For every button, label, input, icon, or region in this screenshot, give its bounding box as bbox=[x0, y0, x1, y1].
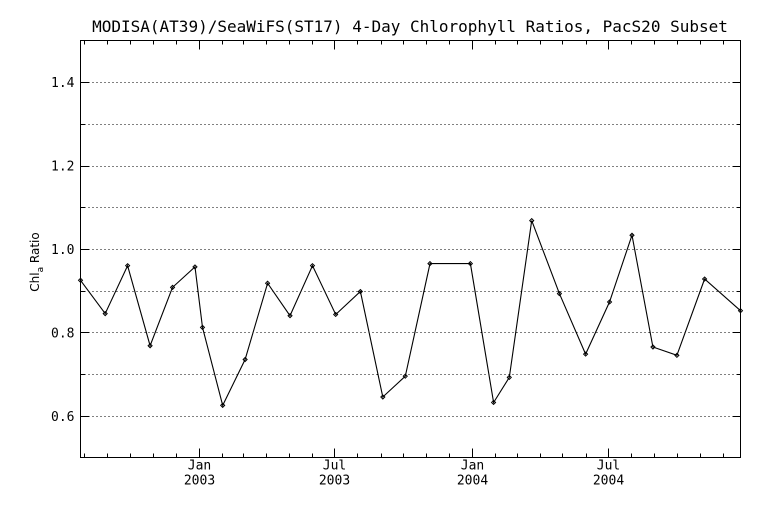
y-axis-label: Chla Ratio bbox=[28, 232, 46, 291]
data-point bbox=[650, 344, 656, 350]
data-point bbox=[357, 288, 364, 295]
series-line bbox=[80, 220, 741, 407]
data-point bbox=[264, 280, 271, 286]
data-point bbox=[147, 343, 153, 349]
data-point bbox=[169, 284, 176, 291]
y-tick-label: 1.0 bbox=[51, 243, 74, 258]
data-point bbox=[402, 373, 408, 379]
y-axis-label-subscript: a bbox=[36, 267, 46, 273]
plot-frame bbox=[80, 40, 741, 458]
series-layer bbox=[77, 217, 744, 409]
data-point bbox=[490, 399, 497, 406]
data-point bbox=[629, 232, 635, 238]
data-point bbox=[309, 262, 316, 269]
data-point bbox=[674, 352, 680, 359]
x-tick-label-month: Jul bbox=[597, 459, 620, 474]
y-tick-label: 1.2 bbox=[51, 160, 74, 175]
data-point bbox=[529, 217, 535, 224]
data-point bbox=[701, 276, 708, 282]
data-point bbox=[332, 311, 339, 318]
y-axis-label-main: Chl bbox=[28, 272, 42, 291]
x-tick-label-month: Jan bbox=[188, 459, 211, 474]
data-point bbox=[219, 402, 226, 409]
data-point bbox=[582, 351, 589, 357]
data-point bbox=[556, 290, 563, 297]
x-tick-label-month: Jan bbox=[461, 459, 484, 474]
x-tick-label-year: 2004 bbox=[593, 474, 624, 489]
x-tick-label-year: 2003 bbox=[184, 474, 215, 489]
data-point bbox=[192, 264, 198, 270]
data-point bbox=[199, 324, 206, 331]
y-tick-label: 0.8 bbox=[51, 326, 74, 341]
data-point bbox=[102, 310, 108, 317]
data-point bbox=[124, 262, 131, 269]
chart-title: MODISA(AT39)/SeaWiFS(ST17) 4-Day Chlorop… bbox=[92, 17, 728, 36]
data-point bbox=[467, 260, 474, 267]
data-point bbox=[506, 374, 512, 381]
gridlines bbox=[80, 82, 741, 417]
data-point bbox=[287, 313, 293, 319]
data-point bbox=[242, 356, 248, 363]
x-tick-label-year: 2004 bbox=[457, 474, 488, 489]
x-tick-label-month: Jul bbox=[323, 459, 346, 474]
data-point bbox=[427, 260, 433, 267]
axes: 0.60.81.01.21.4Jan2003Jul2003Jan2004Jul2… bbox=[51, 40, 741, 489]
data-point bbox=[606, 299, 613, 305]
y-axis-label-tail: Ratio bbox=[28, 232, 42, 267]
y-tick-label: 1.4 bbox=[51, 76, 75, 91]
x-tick-label-year: 2003 bbox=[319, 474, 350, 489]
y-tick-label: 0.6 bbox=[51, 410, 74, 425]
data-point bbox=[380, 394, 386, 400]
